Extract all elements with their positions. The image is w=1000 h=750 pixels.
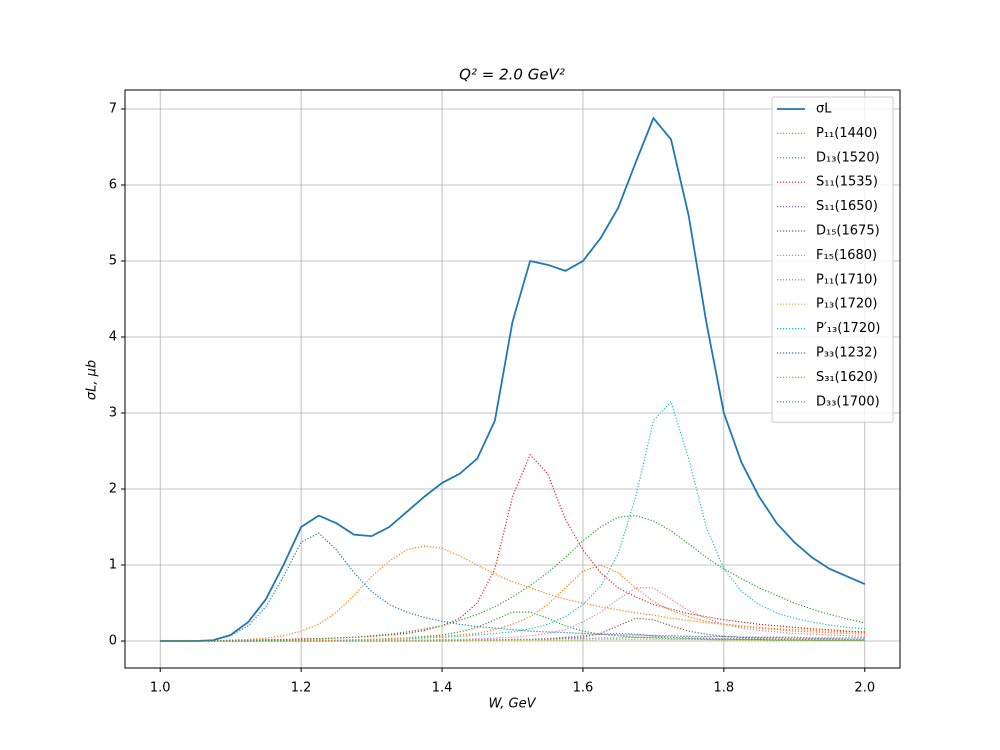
- legend-label: D₃₃(1700): [816, 394, 880, 409]
- y-tick-label: 0: [109, 634, 117, 649]
- chart-title: Q² = 2.0 GeV²: [459, 66, 565, 84]
- x-tick-label: 1.0: [150, 681, 171, 696]
- x-tick-label: 1.2: [291, 681, 312, 696]
- y-tick-label: 3: [109, 406, 117, 421]
- legend-label: S₃₁(1620): [816, 370, 878, 385]
- legend-box: [771, 96, 894, 423]
- series-line: [160, 116, 866, 642]
- legend-label: P₃₃(1232): [816, 346, 878, 361]
- y-tick-label: 2: [109, 482, 117, 497]
- x-tick-label: 1.8: [714, 681, 735, 696]
- series-line: [160, 545, 865, 642]
- legend-label: P₁₃(1720): [816, 297, 878, 312]
- series-line: [160, 532, 865, 642]
- series-line: [160, 564, 865, 642]
- legend-label: S₁₁(1535): [816, 175, 878, 190]
- y-tick-label: 4: [109, 330, 117, 345]
- y-tick-label: 1: [109, 558, 117, 573]
- legend-label: σL: [816, 102, 832, 117]
- x-tick-label: 1.4: [432, 681, 453, 696]
- y-tick-label: 6: [109, 178, 117, 193]
- legend-label: F₁₅(1680): [816, 248, 877, 263]
- x-axis-label: W, GeV: [488, 697, 536, 712]
- legend-label: P′₁₃(1720): [816, 321, 880, 336]
- series-line: [160, 453, 865, 642]
- legend: σL P₁₁(1440) D₁₃(1520) S₁₁(1535) S₁₁(1650) D₁…: [771, 96, 894, 423]
- x-tick-label: 1.6: [573, 681, 594, 696]
- x-tick-label: 2.0: [854, 681, 875, 696]
- legend-label: P₁₁(1710): [816, 272, 878, 287]
- y-axis-label: σL, μb: [85, 360, 100, 400]
- legend-label: P₁₁(1440): [816, 126, 878, 141]
- legend-label: D₁₅(1675): [816, 224, 880, 239]
- plot-frame: [124, 89, 901, 669]
- y-tick-label: 5: [109, 254, 117, 269]
- legend-label: D₁₃(1520): [816, 150, 880, 165]
- series-line: [160, 515, 865, 642]
- y-tick-label: 7: [109, 102, 117, 117]
- legend-label: S₁₁(1650): [816, 199, 878, 214]
